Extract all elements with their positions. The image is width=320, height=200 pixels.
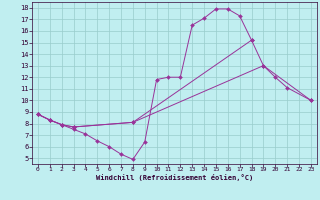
X-axis label: Windchill (Refroidissement éolien,°C): Windchill (Refroidissement éolien,°C) <box>96 174 253 181</box>
